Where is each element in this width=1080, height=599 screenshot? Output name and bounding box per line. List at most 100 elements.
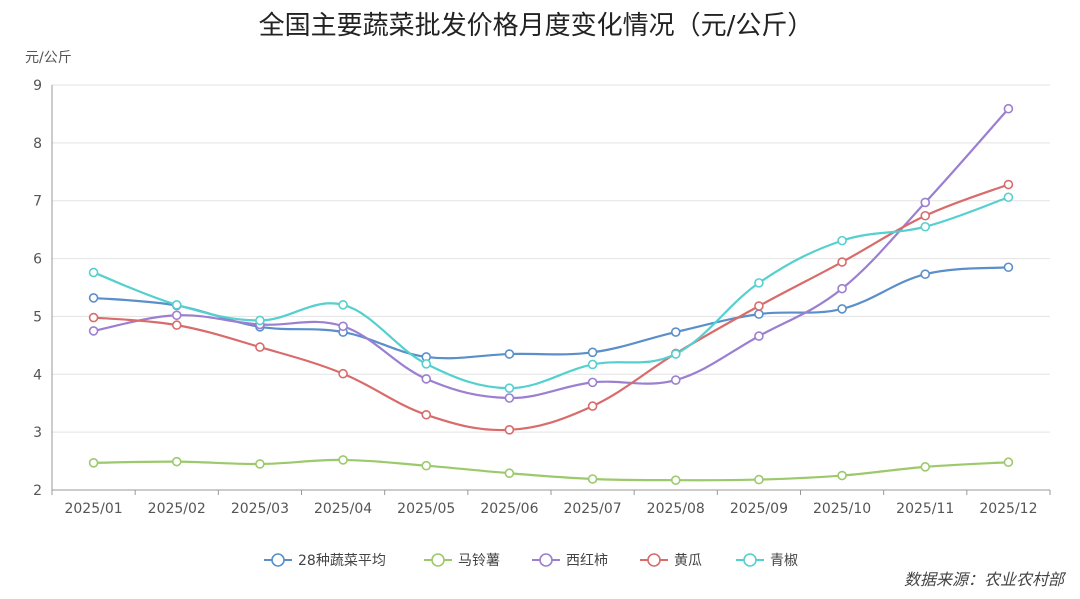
legend-item[interactable]: 青椒 — [736, 553, 798, 569]
data-point[interactable] — [837, 283, 847, 294]
x-tick-label: 2025/07 — [563, 501, 621, 517]
legend-marker — [743, 553, 757, 567]
legend-label: 西红柿 — [566, 552, 608, 569]
data-point[interactable] — [421, 460, 432, 471]
data-point[interactable] — [171, 320, 182, 330]
data-point[interactable] — [754, 301, 764, 311]
data-point[interactable] — [670, 327, 681, 337]
legend-marker — [539, 553, 553, 567]
data-point[interactable] — [920, 462, 931, 472]
data-point[interactable] — [338, 321, 348, 332]
legend-marker — [431, 553, 445, 567]
x-tick-label: 2025/05 — [397, 501, 455, 517]
data-point[interactable] — [920, 197, 931, 208]
data-point[interactable] — [88, 293, 99, 303]
x-tick-label: 2025/12 — [979, 501, 1037, 517]
data-point[interactable] — [587, 377, 598, 388]
data-point[interactable] — [504, 468, 515, 479]
series-2 — [88, 103, 1014, 403]
x-tick-label: 2025/06 — [480, 501, 538, 517]
data-point[interactable] — [504, 349, 515, 359]
data-point[interactable] — [171, 300, 182, 310]
data-point[interactable] — [670, 349, 681, 359]
legend-item[interactable]: 28种蔬菜平均 — [264, 553, 386, 569]
x-tick-label: 2025/02 — [148, 501, 206, 517]
data-point[interactable] — [837, 304, 847, 314]
axes: 2 3 4 5 6 7 8 9 2025/01 2025/02 2025/03 2025/04 2025… — [33, 78, 1051, 517]
data-point[interactable] — [255, 459, 265, 469]
x-tick-label: 2025/04 — [314, 501, 372, 517]
y-tick-label: 8 — [33, 136, 42, 152]
y-tick-label: 3 — [33, 425, 42, 441]
data-point[interactable] — [837, 257, 847, 267]
data-point[interactable] — [171, 310, 182, 321]
data-point[interactable] — [504, 383, 515, 393]
data-point[interactable] — [754, 278, 764, 288]
data-point[interactable] — [421, 359, 432, 369]
data-point[interactable] — [171, 456, 182, 467]
data-point[interactable] — [754, 331, 764, 341]
y-tick-label: 6 — [33, 252, 42, 268]
chart-title: 全国主要蔬菜批发价格月度变化情况（元/公斤） — [259, 11, 814, 41]
legend-item[interactable]: 马铃薯 — [424, 553, 500, 569]
legend-item[interactable]: 黄瓜 — [640, 552, 702, 569]
data-point[interactable] — [920, 269, 931, 279]
legend-item[interactable]: 西红柿 — [532, 552, 608, 569]
data-point[interactable] — [88, 326, 99, 336]
data-point[interactable] — [754, 474, 764, 485]
series-line — [93, 196, 1009, 390]
y-tick-label: 9 — [33, 78, 42, 94]
data-point[interactable] — [338, 300, 348, 310]
legend-marker — [271, 553, 285, 567]
series-line — [93, 266, 1009, 360]
y-tick-label: 7 — [33, 194, 42, 210]
data-point[interactable] — [754, 309, 764, 319]
legend-marker — [647, 553, 661, 567]
data-point[interactable] — [255, 315, 265, 326]
gridlines — [52, 84, 1050, 491]
series-4 — [88, 192, 1014, 393]
data-point[interactable] — [837, 470, 847, 481]
series-3 — [88, 179, 1014, 435]
data-point[interactable] — [421, 409, 432, 420]
x-tick-label: 2025/09 — [730, 501, 788, 517]
data-point[interactable] — [504, 425, 515, 435]
data-point[interactable] — [837, 235, 847, 246]
data-point[interactable] — [920, 210, 931, 221]
data-point[interactable] — [1003, 192, 1014, 203]
source-note: 数据来源：农业农村部 — [904, 570, 1067, 589]
data-point[interactable] — [88, 458, 99, 468]
data-point[interactable] — [1003, 457, 1014, 468]
data-point[interactable] — [255, 342, 265, 352]
data-point[interactable] — [587, 347, 598, 358]
data-point[interactable] — [504, 393, 515, 403]
legend-label: 马铃薯 — [458, 553, 500, 569]
legend: 28种蔬菜平均 马铃薯 西红柿 黄瓜 青椒 — [264, 552, 798, 569]
series-0 — [88, 262, 1014, 362]
data-point[interactable] — [587, 474, 598, 484]
data-point[interactable] — [670, 475, 681, 485]
data-point[interactable] — [587, 359, 598, 370]
series-line — [93, 183, 1009, 432]
data-point[interactable] — [88, 312, 99, 323]
x-tick-label: 2025/10 — [813, 501, 871, 517]
x-tick-label: 2025/08 — [647, 501, 705, 517]
data-point[interactable] — [1003, 262, 1014, 273]
y-tick-label: 5 — [33, 309, 42, 325]
legend-label: 青椒 — [770, 553, 798, 569]
data-point[interactable] — [920, 221, 931, 232]
data-point[interactable] — [587, 401, 598, 411]
data-point[interactable] — [1003, 103, 1014, 114]
series-1 — [88, 455, 1014, 485]
series-line — [93, 458, 1009, 482]
y-tick-label: 4 — [33, 367, 42, 383]
data-point[interactable] — [88, 267, 99, 278]
data-point[interactable] — [670, 375, 681, 385]
y-axis-label: 元/公斤 — [25, 50, 72, 66]
data-point[interactable] — [1003, 179, 1014, 190]
data-point[interactable] — [421, 374, 432, 384]
data-point[interactable] — [338, 368, 348, 379]
legend-label: 28种蔬菜平均 — [298, 553, 386, 569]
data-point[interactable] — [338, 455, 348, 465]
